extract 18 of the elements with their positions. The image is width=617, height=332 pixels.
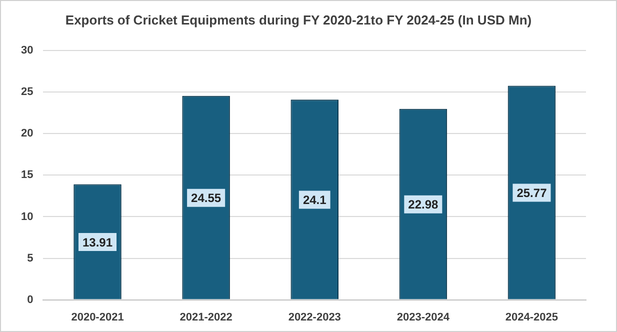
x-tick-label: 2023-2024 (396, 311, 450, 324)
y-tick-label: 5 (27, 252, 34, 264)
x-tick-label: 2022-2023 (288, 311, 341, 324)
y-tick-label: 20 (20, 128, 34, 140)
data-label: 24.1 (302, 193, 327, 208)
data-label: 24.55 (191, 191, 222, 206)
data-label: 22.98 (408, 198, 439, 212)
y-tick-label: 10 (20, 210, 34, 223)
y-tick-label: 0 (27, 294, 34, 306)
chart-title: Exports of Cricket Equipments during FY 2020-21to FY 2024-25 (In USD Mn) (65, 12, 532, 28)
y-tick-label: 15 (20, 169, 34, 182)
data-label: 13.91 (82, 235, 113, 250)
y-tick-label: 25 (20, 86, 34, 98)
data-label: 25.77 (516, 186, 548, 200)
y-tick-label: 30 (20, 44, 34, 57)
x-tick-label: 2024-2025 (505, 311, 558, 324)
x-tick-label: 2021-2022 (180, 311, 232, 324)
x-tick-label: 2020-2021 (71, 311, 124, 324)
